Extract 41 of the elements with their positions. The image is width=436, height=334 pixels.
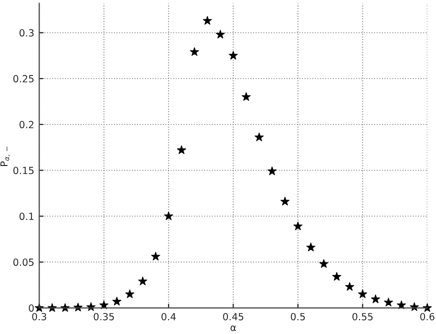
point [151, 252, 160, 260]
point [345, 282, 354, 291]
point [268, 166, 277, 176]
x-tick-label: 0.5 [290, 312, 305, 320]
point [358, 289, 368, 298]
x-axis-title: α [230, 326, 236, 332]
point [216, 30, 225, 38]
point [306, 242, 316, 252]
point [190, 47, 199, 56]
point [112, 296, 122, 306]
point [422, 303, 432, 312]
x-tick-label: 0.6 [420, 312, 434, 320]
point [280, 196, 290, 206]
x-tick-label: 0.3 [32, 312, 46, 320]
y-tick-label: 0.05 [13, 258, 34, 266]
y-tick-label: 0.3 [20, 29, 34, 37]
y-tick-label: 0.2 [20, 120, 34, 128]
y-axis-title: P$_{α,−}$ [0, 146, 10, 166]
point [384, 298, 394, 306]
point [319, 259, 328, 268]
point [293, 222, 302, 230]
point [396, 300, 406, 310]
x-tick-label: 0.35 [94, 312, 114, 320]
point [125, 289, 134, 298]
x-tick-label: 0.45 [223, 312, 244, 320]
y-tick-label: 0.25 [13, 75, 34, 82]
point [202, 16, 212, 25]
y-tick-label: 0 [28, 304, 34, 312]
point [228, 50, 238, 60]
y-tick-label: 0.1 [20, 212, 34, 220]
point [332, 272, 342, 281]
y-tick-label: 0.15 [13, 166, 34, 174]
point [176, 145, 186, 154]
x-tick-label: 0.4 [161, 312, 176, 320]
x-tick-label: 0.55 [352, 312, 373, 320]
point [371, 294, 380, 304]
point [254, 132, 264, 142]
point [138, 276, 148, 286]
point [99, 300, 108, 310]
point [164, 211, 174, 220]
point [242, 92, 251, 101]
